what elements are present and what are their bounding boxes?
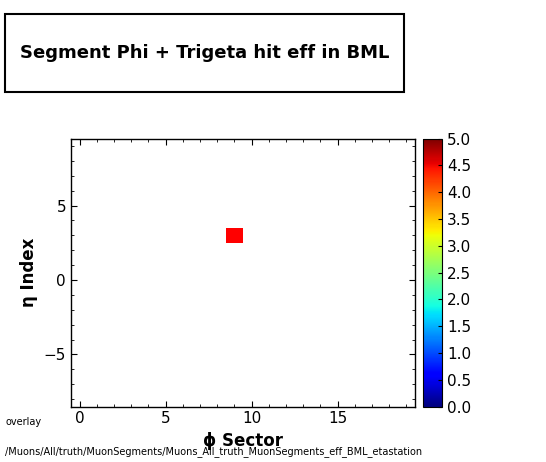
Text: overlay: overlay [5, 417, 41, 427]
X-axis label: ϕ Sector: ϕ Sector [203, 432, 283, 450]
Text: /Muons/All/truth/MuonSegments/Muons_All_truth_MuonSegments_eff_BML_etastation: /Muons/All/truth/MuonSegments/Muons_All_… [5, 446, 423, 457]
Y-axis label: η Index: η Index [20, 238, 38, 307]
Text: Segment Phi + Trigeta hit eff in BML: Segment Phi + Trigeta hit eff in BML [20, 44, 389, 62]
Bar [226, 228, 243, 243]
